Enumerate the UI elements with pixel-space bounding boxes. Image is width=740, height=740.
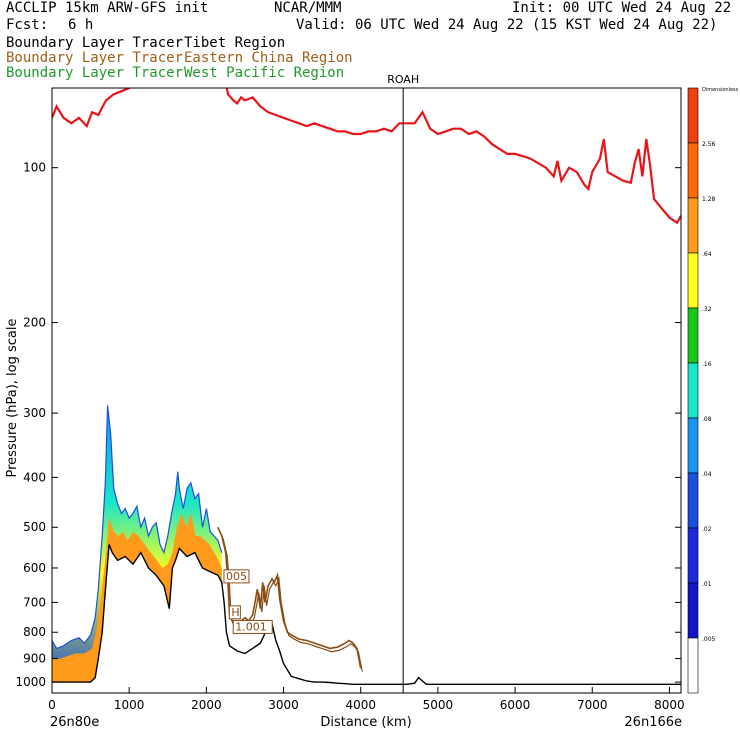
x-tick-label-4000: 4000 <box>345 698 376 712</box>
fcst-label: Fcst: <box>6 17 49 33</box>
fcst-value: 6 h <box>68 17 94 33</box>
y-tick-label-200: 200 <box>23 316 46 330</box>
colorbar-label-1: 2.56 <box>702 141 716 148</box>
end-location-label: 26n166e <box>624 715 682 730</box>
colorbar-swatch-0 <box>687 87 699 144</box>
colorbar-swatch-2 <box>687 197 699 254</box>
colorbar: Dimensionless 2.56 1.28 .64 .32 .16 .08 .04 .02.… <box>687 87 739 694</box>
colorbar-label-9: .01 <box>702 581 712 588</box>
colorbar-label-6: .08 <box>702 416 712 423</box>
model-title: ACCLIP 15km ARW-GFS init <box>6 0 209 16</box>
colorbar-label-10: .005 <box>702 636 716 643</box>
legend-west-pacific-region: West Pacific Region <box>184 65 345 81</box>
colorbar-label-8: .02 <box>702 526 712 533</box>
station-label: ROAH <box>387 73 419 86</box>
x-tick-label-8000: 8000 <box>654 698 685 712</box>
legend-west-pacific-label: Boundary Layer Tracer <box>6 65 184 81</box>
x-axis-label: Distance (km) <box>320 715 411 730</box>
annotation-box-1 <box>228 605 241 620</box>
colorbar-swatch-3 <box>687 252 699 309</box>
valid-time: Valid: 06 UTC Wed 24 Aug 22 (15 KST Wed … <box>296 17 718 33</box>
colorbar-swatch-6 <box>687 417 699 474</box>
y-tick-label-300: 300 <box>23 406 46 420</box>
colorbar-swatch-5 <box>687 362 699 419</box>
annotation-label-0: 005 <box>226 570 247 583</box>
y-tick-label-600: 600 <box>23 561 46 575</box>
annotation-label-1: H <box>231 606 239 619</box>
colorbar-swatch-8 <box>687 527 699 584</box>
y-axis-label: Pressure (hPa), log scale <box>5 319 20 478</box>
x-tick-label-3000: 3000 <box>268 698 299 712</box>
colorbar-swatch-10 <box>687 637 699 694</box>
y-tick-label-800: 800 <box>23 625 46 639</box>
colorbar-label-3: .64 <box>702 251 712 258</box>
annotation-box-0 <box>223 569 250 584</box>
x-tick-label-2000: 2000 <box>191 698 222 712</box>
x-tick-label-5000: 5000 <box>423 698 454 712</box>
legend-tibet-label: Boundary Layer Tracer <box>6 35 184 51</box>
legend-eastern-china-region: Eastern China Region <box>184 50 353 66</box>
tropopause-spike <box>166 88 168 89</box>
plot-area <box>52 88 681 693</box>
annotation-label-2: 1.001 <box>235 620 267 633</box>
org-label: NCAR/MMM <box>274 0 342 16</box>
colorbar-label-5: .16 <box>702 361 712 368</box>
annotation-box-2 <box>232 619 273 634</box>
colorbar-swatch-1 <box>687 142 699 199</box>
colorbar-label-0: Dimensionless <box>702 87 739 93</box>
colorbar-label-2: 1.28 <box>702 196 716 203</box>
tropopause-line <box>52 88 681 225</box>
tibet-tracer-edge <box>52 405 223 650</box>
tibet-tracer-core <box>52 513 222 683</box>
y-tick-label-500: 500 <box>23 520 46 534</box>
colorbar-label-4: .32 <box>702 306 712 313</box>
y-tick-label-700: 700 <box>23 595 46 609</box>
y-tick-label-900: 900 <box>23 652 46 666</box>
tibet-tracer-base-line <box>52 544 681 685</box>
init-time: Init: 00 UTC Wed 24 Aug 22 <box>512 0 732 16</box>
x-tick-label-1000: 1000 <box>114 698 145 712</box>
legend-tibet-region: Tibet Region <box>184 35 286 51</box>
y-tick-label-400: 400 <box>23 470 46 484</box>
colorbar-swatch-9 <box>687 582 699 639</box>
x-tick-label-7000: 7000 <box>577 698 608 712</box>
y-tick-label-100: 100 <box>23 161 46 175</box>
colorbar-swatch-7 <box>687 472 699 529</box>
colorbar-swatch-4 <box>687 307 699 364</box>
y-tick-label-1000: 1000 <box>15 675 46 689</box>
colorbar-label-7: .04 <box>702 471 712 478</box>
plot-frame <box>51 87 682 694</box>
x-tick-label-6000: 6000 <box>500 698 531 712</box>
start-location-label: 26n80e <box>50 715 99 730</box>
x-tick-label-0: 0 <box>48 698 56 712</box>
legend-eastern-china-label: Boundary Layer Tracer <box>6 50 184 66</box>
